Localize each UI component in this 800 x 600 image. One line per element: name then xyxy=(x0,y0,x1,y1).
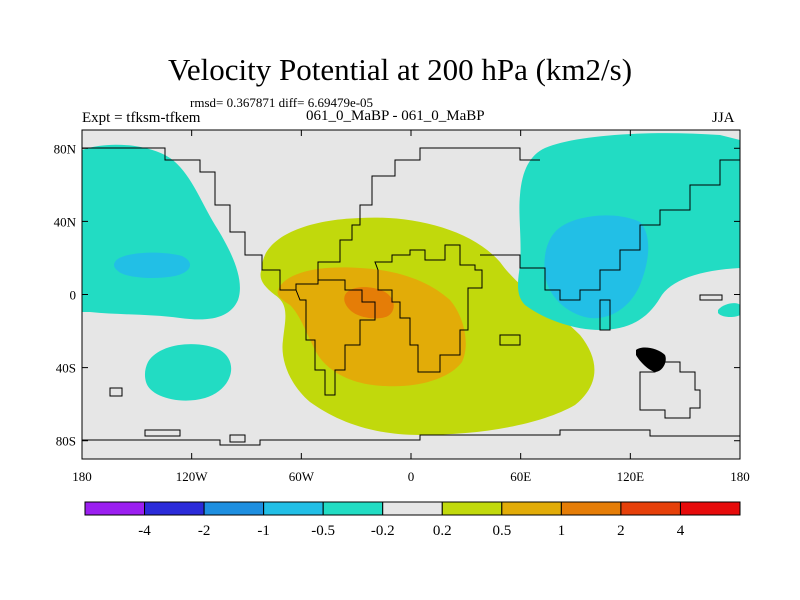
colorbar-swatch xyxy=(84,501,146,516)
colorbar-swatch xyxy=(322,501,384,516)
x-tick-label: 120E xyxy=(617,469,645,484)
colorbar-level-label: -1 xyxy=(257,523,270,539)
colorbar-swatch xyxy=(144,501,205,516)
x-tick-label: 0 xyxy=(408,469,415,484)
colorbar-level-label: 1 xyxy=(558,523,566,539)
x-tick-label: 120W xyxy=(176,469,209,484)
region-positive-1-2 xyxy=(344,287,394,319)
colorbar-level-label: -0.2 xyxy=(371,523,395,539)
colorbar-swatch xyxy=(263,501,324,516)
colorbar-swatch xyxy=(441,501,503,516)
region-negative-central-pacific xyxy=(114,252,191,279)
axis-ticks: 180 120W 60W 0 60E 120E 180 80N 40N 0 40S 80S xyxy=(54,130,750,484)
y-tick-label: 40N xyxy=(54,214,77,229)
x-tick-label: 180 xyxy=(730,469,750,484)
x-tick-label: 60E xyxy=(510,469,531,484)
colorbar-swatch xyxy=(560,501,622,516)
colorbar-swatch xyxy=(679,501,741,516)
colorbar-level-label: 2 xyxy=(617,523,625,539)
colorbar-swatch xyxy=(620,501,681,516)
coastlines xyxy=(82,147,740,446)
colorbar-level-label: -4 xyxy=(138,523,151,539)
season-label: JJA xyxy=(712,110,735,126)
x-tick-label: 60W xyxy=(289,469,315,484)
colorbar-level-label: -0.5 xyxy=(311,523,335,539)
colorbar-level-label: 4 xyxy=(677,523,685,539)
y-tick-label: 80S xyxy=(56,434,76,449)
y-tick-label: 40S xyxy=(56,361,76,376)
colorbar-swatch xyxy=(382,501,443,516)
colorbar-swatch xyxy=(203,501,265,516)
rmsd-diff-stats: rmsd= 0.367871 diff= 6.69479e-05 xyxy=(190,95,374,110)
x-tick-label: 180 xyxy=(72,469,92,484)
colorbar-level-label: 0.2 xyxy=(433,523,452,539)
colorbar-swatch xyxy=(501,501,562,516)
case-names-label: 061_0_MaBP - 061_0_MaBP xyxy=(306,108,485,124)
region-positive-0p5-1 xyxy=(277,267,466,387)
experiment-label: Expt = tfksm-tfkem xyxy=(82,110,201,126)
region-negative-south-pacific xyxy=(144,344,232,401)
colorbar-level-label: 0.5 xyxy=(492,523,511,539)
region-negative-east-edge xyxy=(718,303,740,318)
chart-title: Velocity Potential at 200 hPa (km2/s) xyxy=(167,52,633,87)
region-negative-west-pacific xyxy=(82,144,240,320)
region-negative-south-asia xyxy=(544,215,649,319)
colorbar-level-label: -2 xyxy=(198,523,211,539)
region-negative-australia xyxy=(636,347,666,372)
y-tick-label: 80N xyxy=(54,141,77,156)
y-tick-label: 0 xyxy=(70,288,77,303)
